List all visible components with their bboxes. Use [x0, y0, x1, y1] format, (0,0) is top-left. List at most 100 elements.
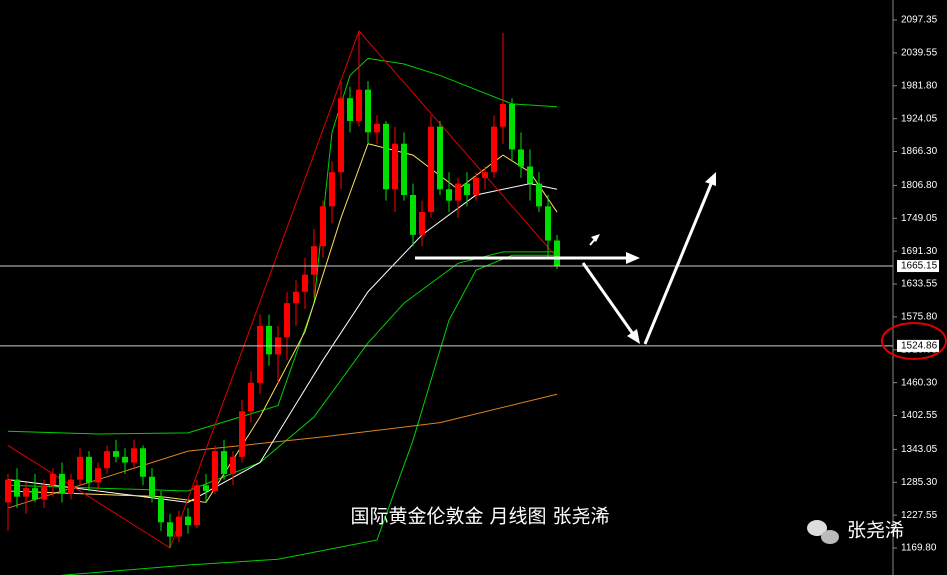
candle-body [338, 98, 344, 173]
y-tick-label: 1343.05 [901, 444, 938, 455]
candle-body [392, 143, 398, 190]
candle-body [50, 473, 56, 486]
candle-body [320, 206, 326, 247]
candle-body [77, 456, 83, 480]
arrow-line [581, 262, 635, 335]
icon-bubble [821, 530, 839, 544]
candle-body [113, 451, 119, 457]
candle-body [356, 89, 362, 121]
arrow-head [591, 234, 600, 242]
arrow-head [705, 172, 716, 186]
y-tick-label: 1691.30 [901, 246, 938, 257]
candle-body [410, 194, 416, 235]
y-tick-label: 1402.55 [901, 410, 938, 421]
plot-area [0, 30, 893, 575]
y-tick-label: 1575.80 [901, 312, 938, 323]
price-level-label: 1665.15 [901, 261, 938, 272]
candle-body [104, 451, 110, 469]
candle-body [95, 468, 101, 483]
candle-body [266, 325, 272, 355]
arrow-head [627, 329, 640, 344]
candle-body [545, 206, 551, 241]
indicator-line [7, 30, 558, 549]
y-tick-label: 1806.80 [901, 180, 938, 191]
candle-body [122, 456, 128, 463]
candle-body [167, 522, 173, 537]
watermark: 张尧浠 [847, 520, 904, 542]
candle-body [257, 325, 263, 383]
y-tick-label: 1749.05 [901, 213, 938, 224]
candle-body [185, 516, 191, 526]
price-level-label: 1524.86 [901, 341, 938, 352]
candle-body [554, 240, 560, 267]
candle-body [86, 456, 92, 483]
candle-body [527, 166, 533, 184]
candle-body [329, 172, 335, 207]
candle-body [383, 123, 389, 190]
candle-body [347, 98, 353, 121]
candle-body [131, 448, 137, 463]
indicator-line [61, 254, 557, 575]
candle-body [455, 183, 461, 201]
candle-body [428, 126, 434, 213]
candle-body [14, 479, 20, 497]
candle-body [473, 177, 479, 195]
candle-body [293, 291, 299, 304]
candle-body [32, 488, 38, 500]
candle-body [365, 89, 371, 133]
candle-body [536, 183, 542, 207]
candle-body [59, 473, 65, 494]
candle-body [23, 488, 29, 497]
price-level-box [897, 260, 939, 273]
candle-body [41, 485, 47, 500]
price-axis: 2097.35 2039.55 1981.80 1924.05 1866.30 1806.… [893, 15, 938, 554]
candle-body [284, 303, 290, 338]
candle-body [203, 485, 209, 491]
candle-body [212, 451, 218, 491]
candle-body [437, 126, 443, 190]
candle-body [401, 143, 407, 195]
candle-body [158, 496, 164, 523]
candle-body [149, 476, 155, 497]
candle-body [239, 411, 245, 457]
y-tick-label: 1633.55 [901, 279, 938, 290]
candle-body [500, 103, 506, 127]
candle-body [302, 274, 308, 292]
candle-body [194, 485, 200, 526]
candle-body [482, 172, 488, 178]
candle-body [248, 382, 254, 412]
y-tick-label: 1981.80 [901, 80, 938, 91]
candle-body [221, 451, 227, 474]
candle-body [230, 456, 236, 474]
y-tick-label: 1924.05 [901, 113, 938, 124]
candle-body [491, 126, 497, 173]
candle-body [311, 246, 317, 275]
y-tick-label: 2039.55 [901, 48, 938, 59]
arrow-line [643, 183, 713, 345]
candle-body [419, 212, 425, 235]
indicator-line [7, 57, 558, 435]
candle-body [68, 479, 74, 494]
candle-body [509, 103, 515, 150]
arrow-head [626, 252, 640, 264]
y-tick-label: 1169.80 [901, 543, 937, 554]
candle-body [446, 189, 452, 201]
watermark-icon [807, 520, 839, 544]
y-tick-label: 1285.30 [901, 477, 938, 488]
indicator-line [7, 393, 558, 509]
candle-body [5, 479, 11, 503]
candle-body [374, 123, 380, 133]
icon-bubble [807, 520, 827, 536]
chart-title: 国际黄金伦敦金 月线图 张尧浠 [350, 506, 609, 528]
candle-body [518, 149, 524, 167]
y-tick-label: 1866.30 [901, 146, 938, 157]
candle-body [140, 448, 146, 477]
y-tick-label: 1460.30 [901, 377, 938, 388]
candle-body [464, 183, 470, 195]
y-tick-label: 2097.35 [901, 15, 938, 26]
highlight-ellipse [881, 322, 947, 360]
candle-body [176, 516, 182, 537]
price-level-box [897, 339, 939, 352]
